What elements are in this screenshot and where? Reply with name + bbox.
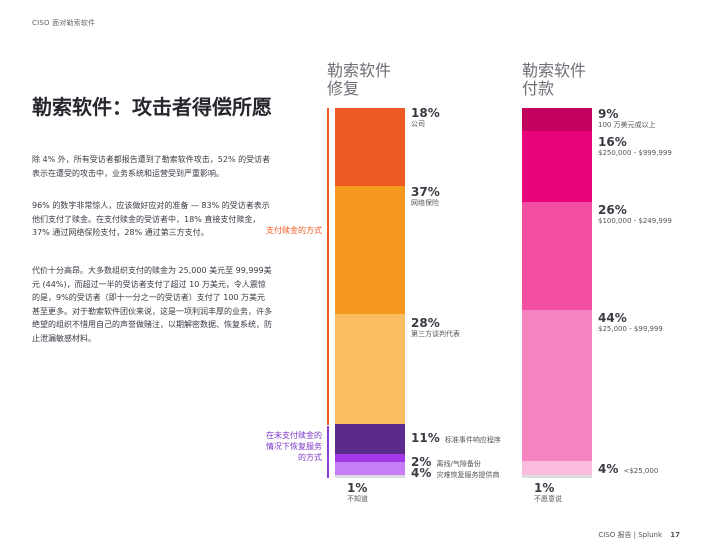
col2-seg-25k-99k [522, 310, 592, 461]
page-footer: CISO 报告 | Splunk 17 [598, 530, 680, 540]
col1-label-1: 公司 [411, 120, 425, 128]
col1-seg-third-party [335, 314, 405, 424]
col2-item-2: 16% $250,000 - $999,999 [598, 136, 672, 158]
col1-title: 勒索软件 修复 [327, 61, 392, 98]
page-number: 17 [670, 531, 680, 539]
col2-item-6: 1% 不愿意说 [534, 482, 562, 504]
paragraph-1: 除 4% 外，所有受访者都报告遭到了勒索软件攻击，52% 的受访者表示在遭受的攻… [32, 155, 271, 178]
paragraph-2: 96% 的数字非常惊人，应该做好应对的准备 — 83% 的受访者表示他们支付了赎… [32, 201, 270, 238]
col2-label-2: $250,000 - $999,999 [598, 149, 672, 157]
page-header: CISO 面对勒索软件 [32, 19, 96, 27]
col2-item-4: 44% $25,000 - $99,999 [598, 312, 663, 334]
col1-label-3: 第三方谈判代表 [411, 330, 460, 338]
col2-label-6: 不愿意说 [534, 495, 562, 503]
col2-label-3: $100,000 - $249,999 [598, 217, 672, 225]
col1-item-6: 4% 灾难恢复服务提供商 [411, 462, 501, 481]
col1-pct-3: 28% [411, 316, 440, 330]
col2-item-1: 9% 100 万美元或以上 [598, 108, 656, 130]
col2-seg-250k-999k [522, 131, 592, 202]
paid-bracket-line [327, 108, 329, 425]
col1-seg-dr-provider [335, 462, 405, 475]
side-label-paid: 支付赎金的方式 [266, 226, 322, 235]
col1-item-3: 28% 第三方谈判代表 [411, 317, 460, 339]
footer-text: CISO 报告 | Splunk [598, 531, 663, 539]
col2-item-3: 26% $100,000 - $249,999 [598, 204, 672, 226]
col2-seg-100k-249k [522, 202, 592, 310]
col2-item-5: 4% <$25,000 [598, 458, 658, 477]
col1-pct-2: 37% [411, 185, 440, 199]
col2-pct-5: 4% [598, 462, 619, 476]
col2-label-1: 100 万美元或以上 [598, 121, 656, 129]
col1-seg-ir-procedures [335, 424, 405, 454]
col1-seg-cyber-insurance [335, 186, 405, 314]
col2-label-4: $25,000 - $99,999 [598, 325, 663, 333]
col1-label-5: 离线/气隙备份 [436, 460, 481, 468]
page-title: 勒索软件：攻击者得偿所愿 [32, 95, 272, 119]
unpaid-bracket-line [327, 426, 329, 478]
col2-pct-6: 1% [534, 481, 555, 495]
col1-item-7: 1% 不知道 [347, 482, 368, 504]
col1-pct-4: 11% [411, 431, 440, 445]
col1-label-7: 不知道 [347, 495, 368, 503]
col1-item-4: 11% 标准事件响应程序 [411, 427, 501, 446]
col2-seg-prefer-not-say [522, 475, 592, 478]
col2-seg-under-25k [522, 461, 592, 475]
col2-label-5: <$25,000 [623, 467, 659, 475]
col1-pct-1: 18% [411, 106, 440, 120]
col2-seg-1m-plus [522, 108, 592, 131]
col1-pct-7: 1% [347, 481, 368, 495]
col1-seg-unknown [335, 475, 405, 478]
col2-title: 勒索软件 付款 [522, 61, 587, 98]
side-label-unpaid: 在未支付赎金的情况下恢复服务的方式 [266, 431, 322, 462]
col1-label-6: 灾难恢复服务提供商 [436, 471, 500, 479]
col1-label-2: 网络保险 [411, 199, 439, 207]
col2-pct-4: 44% [598, 311, 627, 325]
col2-pct-2: 16% [598, 135, 627, 149]
col1-item-5: 2% 离线/气隙备份 [411, 451, 481, 470]
col1-pct-6: 4% [411, 466, 432, 480]
col1-label-4: 标准事件响应程序 [444, 436, 501, 444]
col1-item-1: 18% 公司 [411, 107, 440, 129]
col2-pct-1: 9% [598, 107, 619, 121]
col1-seg-company [335, 108, 405, 186]
paragraph-3: 代价十分高昂。大多数组织支付的赎金为 25,000 美元至 99,999美元 (… [32, 266, 272, 343]
col1-pct-5: 2% [411, 455, 432, 469]
col1-seg-offline-backup [335, 454, 405, 462]
col1-item-2: 37% 网络保险 [411, 186, 440, 208]
col2-pct-3: 26% [598, 203, 627, 217]
